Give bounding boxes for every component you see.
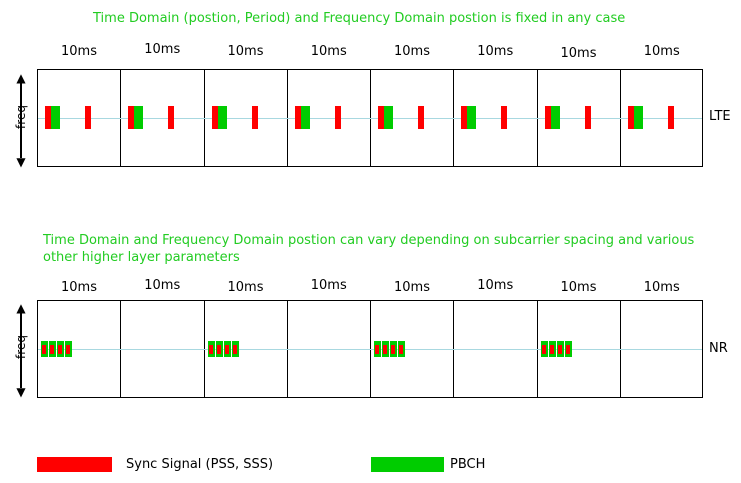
sync-signal-block <box>45 106 51 129</box>
sync-signal-swatch <box>37 457 112 472</box>
pbch-block <box>551 106 560 129</box>
frame-duration-label: 10ms <box>643 280 680 295</box>
freq-axis-label: freq <box>14 105 28 129</box>
pbch-block <box>634 106 643 129</box>
pbch-block <box>301 106 310 129</box>
frame-duration-label: 10ms <box>144 42 181 57</box>
sync-signal-block <box>461 106 467 129</box>
sync-signal-block <box>501 106 507 129</box>
lte-frame-grid <box>37 69 703 167</box>
sync-signal-block <box>252 106 258 129</box>
nr-label: NR <box>709 341 728 356</box>
frame-duration-label: 10ms <box>310 278 347 293</box>
frame-duration-label: 10ms <box>61 280 97 295</box>
lte-label: LTE <box>709 109 731 124</box>
sync-signal-block <box>668 106 674 129</box>
sync-signal-block <box>545 106 551 129</box>
sync-signal-block <box>42 345 46 354</box>
frame-duration-label: 10ms <box>394 44 430 59</box>
sync-signal-block <box>375 345 379 354</box>
frame-duration-label: 10ms <box>477 278 514 293</box>
frame-duration-label: 10ms <box>227 44 264 59</box>
pbch-block <box>467 106 476 129</box>
sync-signal-block <box>212 106 218 129</box>
arrow-up-icon: ▲ <box>16 71 26 85</box>
sync-signal-block <box>128 106 134 129</box>
nr-caption: Time Domain and Frequency Domain postion… <box>43 233 695 265</box>
sync-signal-block <box>209 345 213 354</box>
sync-signal-block <box>217 345 221 354</box>
arrow-down-icon: ▼ <box>16 155 26 169</box>
sync-signal-block <box>295 106 301 129</box>
sync-signal-block <box>378 106 384 129</box>
sync-signal-block <box>66 345 70 354</box>
frequency-baseline <box>38 349 702 350</box>
sync-signal-block <box>566 345 570 354</box>
frame-duration-label: 10ms <box>227 280 264 295</box>
sync-signal-block <box>391 345 395 354</box>
sync-signal-block <box>50 345 54 354</box>
pbch-block <box>51 106 60 129</box>
sync-signal-legend-label: Sync Signal (PSS, SSS) <box>126 457 274 472</box>
sync-signal-block <box>399 345 403 354</box>
frequency-baseline <box>38 118 702 119</box>
sync-signal-block <box>542 345 546 354</box>
sync-signal-block <box>58 345 62 354</box>
sync-signal-block <box>418 106 424 129</box>
sync-signal-block <box>383 345 387 354</box>
sync-signal-block <box>335 106 341 129</box>
nr-freq-axis: ▲ freq ▼ <box>10 302 32 398</box>
lte-caption: Time Domain (postion, Period) and Freque… <box>93 11 626 26</box>
sync-signal-block <box>233 345 237 354</box>
frame-duration-label: 10ms <box>394 280 430 295</box>
freq-axis-label: freq <box>14 335 28 359</box>
pbch-block <box>134 106 143 129</box>
pbch-swatch <box>371 457 444 472</box>
sync-signal-block <box>85 106 91 129</box>
sync-signal-block <box>585 106 591 129</box>
arrow-up-icon: ▲ <box>16 301 26 315</box>
frame-duration-label: 10ms <box>477 44 514 59</box>
frame-duration-label: 10ms <box>560 46 597 61</box>
sync-signal-block <box>550 345 554 354</box>
frame-duration-label: 10ms <box>144 278 181 293</box>
pbch-block <box>384 106 393 129</box>
frame-duration-label: 10ms <box>643 44 680 59</box>
sync-signal-block <box>168 106 174 129</box>
nr-frame-grid <box>37 300 703 398</box>
frame-duration-label: 10ms <box>61 44 97 59</box>
pbch-block <box>218 106 227 129</box>
arrow-down-icon: ▼ <box>16 385 26 399</box>
frame-duration-label: 10ms <box>310 44 347 59</box>
sync-signal-block <box>225 345 229 354</box>
sync-signal-block <box>628 106 634 129</box>
pbch-legend-label: PBCH <box>450 457 486 472</box>
lte-freq-axis: ▲ freq ▼ <box>10 72 32 168</box>
frame-duration-label: 10ms <box>560 280 597 295</box>
sync-signal-block <box>558 345 562 354</box>
